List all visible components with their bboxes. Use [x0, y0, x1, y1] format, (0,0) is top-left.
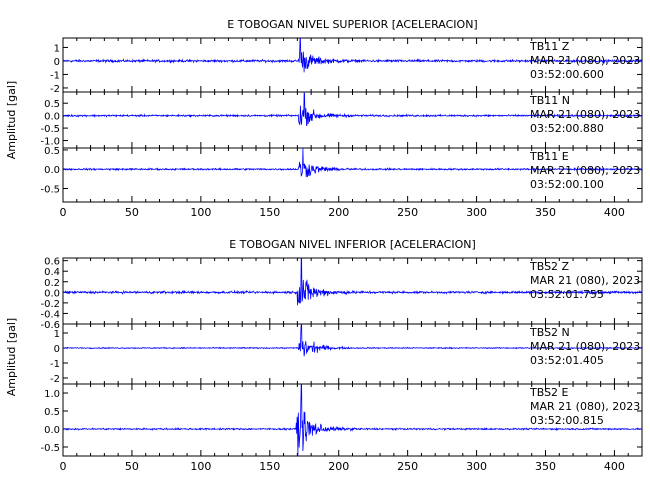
- y-axis-label: Amplitud [gal]: [5, 318, 18, 396]
- y-tick-label: 0.2: [44, 278, 60, 289]
- x-tick-label: 300: [466, 460, 487, 473]
- y-tick-label: 0: [54, 344, 60, 355]
- x-tick-label: 350: [535, 206, 556, 219]
- y-tick-label: 0.5: [44, 146, 60, 157]
- record-date-label: MAR 21 (080), 2023: [530, 340, 640, 353]
- chart-group-0: E TOBOGAN NIVEL SUPERIOR [ACELERACION] Am…: [5, 18, 643, 219]
- y-tick-label: 0.0: [44, 165, 60, 176]
- y-tick-label: 0: [54, 57, 60, 68]
- chart-group-1: E TOBOGAN NIVEL INFERIOR [ACELERACION] Am…: [5, 238, 643, 473]
- waveform-trace: [62, 257, 643, 306]
- record-time-label: 03:52:00.815: [530, 414, 604, 427]
- x-tick-label: 50: [125, 206, 139, 219]
- x-tick-label: 100: [190, 460, 211, 473]
- y-tick-label: -0.4: [40, 309, 60, 320]
- record-time-label: 03:52:01.755: [530, 288, 604, 301]
- x-tick-label: 300: [466, 206, 487, 219]
- waveform-trace: [62, 147, 642, 178]
- x-tick-label: 400: [604, 206, 625, 219]
- record-time-label: 03:52:00.100: [530, 178, 604, 191]
- y-tick-label: -1: [50, 70, 60, 81]
- waveform-trace: [62, 323, 643, 357]
- station-channel-label: TBS2 E: [529, 386, 569, 399]
- y-tick-label: -2: [50, 374, 60, 385]
- x-tick-label: 150: [259, 460, 280, 473]
- y-tick-label: 0.5: [44, 407, 60, 418]
- y-tick-label: 1.0: [44, 389, 60, 400]
- record-date-label: MAR 21 (080), 2023: [530, 108, 640, 121]
- record-time-label: 03:52:00.600: [530, 68, 604, 81]
- x-tick-label: 0: [60, 460, 67, 473]
- record-time-label: 03:52:01.405: [530, 354, 604, 367]
- y-tick-label: -2: [50, 84, 60, 95]
- station-channel-label: TB11 E: [529, 150, 569, 163]
- y-tick-label: 0.0: [44, 112, 60, 123]
- y-tick-label: 0.0: [44, 288, 60, 299]
- x-tick-label: 400: [604, 460, 625, 473]
- x-tick-label: 250: [397, 460, 418, 473]
- x-tick-label: 150: [259, 206, 280, 219]
- record-date-label: MAR 21 (080), 2023: [530, 164, 640, 177]
- y-tick-label: 0.0: [44, 425, 60, 436]
- x-tick-label: 200: [328, 206, 349, 219]
- x-tick-label: 350: [535, 460, 556, 473]
- waveform-trace: [62, 383, 643, 457]
- x-tick-label: 0: [60, 206, 67, 219]
- chart-title: E TOBOGAN NIVEL INFERIOR [ACELERACION]: [229, 238, 476, 251]
- y-tick-label: 0.6: [44, 257, 60, 268]
- record-time-label: 03:52:00.880: [530, 122, 604, 135]
- y-axis-label: Amplitud [gal]: [5, 81, 18, 159]
- y-tick-label: 1: [54, 43, 60, 54]
- record-date-label: MAR 21 (080), 2023: [530, 54, 640, 67]
- chart-title: E TOBOGAN NIVEL SUPERIOR [ACELERACION]: [227, 18, 477, 31]
- y-tick-label: -0.5: [40, 443, 60, 454]
- y-tick-label: 1: [54, 329, 60, 340]
- y-tick-label: 0.4: [44, 267, 60, 278]
- x-tick-label: 100: [190, 206, 211, 219]
- station-channel-label: TB11 Z: [529, 40, 570, 53]
- y-tick-label: -0.5: [40, 185, 60, 196]
- waveform-trace: [62, 38, 643, 73]
- record-date-label: MAR 21 (080), 2023: [530, 400, 640, 413]
- y-tick-label: -0.2: [40, 299, 60, 310]
- record-date-label: MAR 21 (080), 2023: [530, 274, 640, 287]
- station-channel-label: TB11 N: [529, 94, 570, 107]
- x-tick-label: 50: [125, 460, 139, 473]
- y-tick-label: -1: [50, 359, 60, 370]
- y-tick-label: -0.5: [40, 124, 60, 135]
- y-tick-label: -0.6: [40, 320, 60, 331]
- x-tick-label: 250: [397, 206, 418, 219]
- x-tick-label: 200: [328, 460, 349, 473]
- station-channel-label: TBS2 Z: [529, 260, 570, 273]
- y-tick-label: -1.0: [40, 137, 60, 148]
- y-tick-label: 0.5: [44, 99, 60, 110]
- waveform-trace: [62, 92, 643, 126]
- station-channel-label: TBS2 N: [529, 326, 570, 339]
